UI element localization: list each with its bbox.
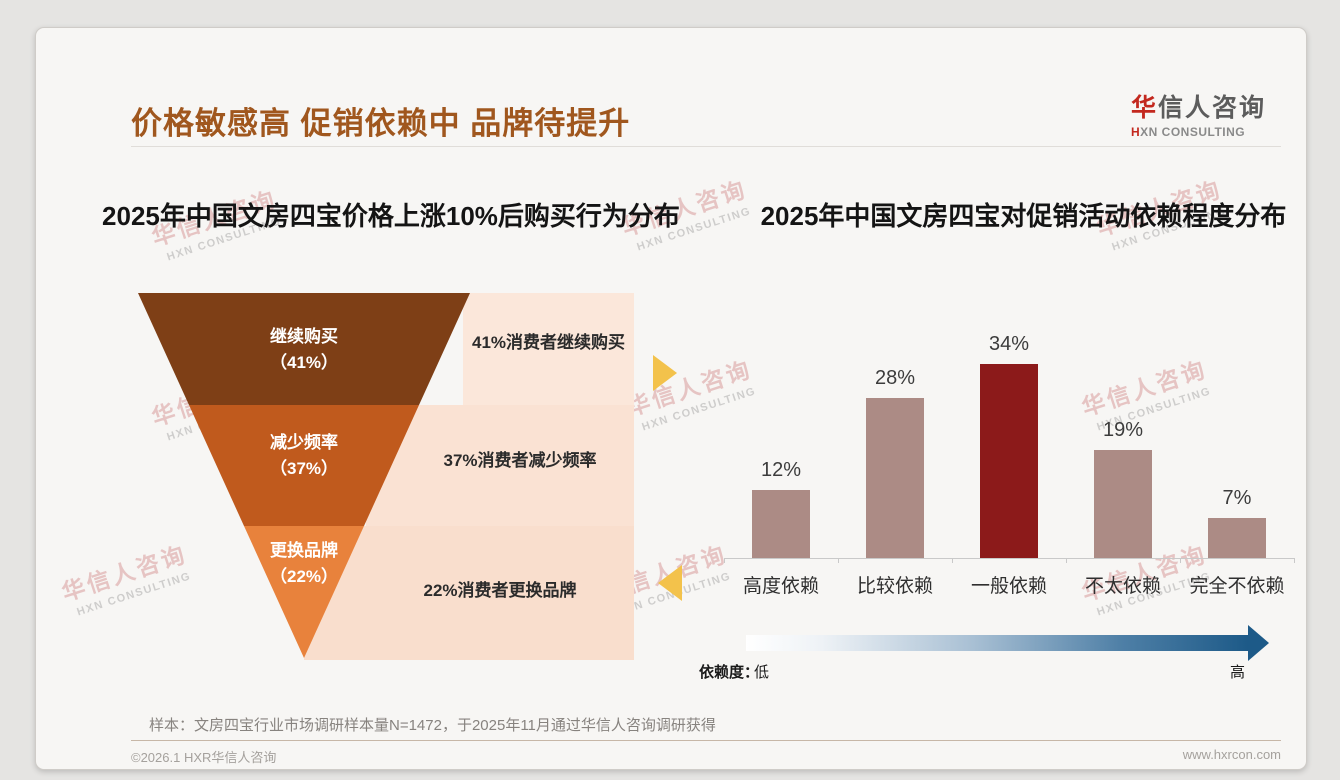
- funnel-annotation-1: 41%消费者继续购买: [471, 333, 626, 352]
- connector-triangle-left-icon: [658, 565, 682, 601]
- logo-en-rest: XN CONSULTING: [1140, 125, 1246, 139]
- bar-category-label: 一般依赖: [970, 576, 1047, 597]
- axis-tick: [724, 558, 725, 563]
- sample-note: 样本：文房四宝行业市场调研样本量N=1472，于2025年11月通过华信人咨询调…: [149, 717, 716, 734]
- bar-slot: 28%: [838, 318, 952, 558]
- copyright-text: ©2026.1 HXR华信人咨询: [131, 750, 277, 765]
- axis-tick: [838, 558, 839, 563]
- bar-value-label: 12%: [760, 459, 802, 481]
- funnel-stage-3-pct: （22%）: [269, 567, 339, 587]
- bar: [866, 398, 924, 558]
- connector-triangle-right-icon: [653, 355, 677, 391]
- funnel-annotation-panel-1: [463, 293, 634, 405]
- header-divider: [131, 146, 1281, 147]
- bar-category-label: 高度依赖: [742, 576, 819, 597]
- bar: [1208, 518, 1266, 558]
- funnel-stage-1-name: 继续购买: [270, 327, 338, 346]
- axis-tick: [1294, 558, 1295, 563]
- bar-slot: 12%: [724, 318, 838, 558]
- bar: [1094, 450, 1152, 558]
- company-logo: 华信人咨询 HXN CONSULTING: [1131, 88, 1281, 139]
- logo-cn-text: 华信人咨询: [1131, 88, 1281, 124]
- bar-category-label: 完全不依赖: [1189, 576, 1285, 597]
- dependence-scale-label: 依赖度：: [699, 664, 760, 681]
- x-axis-line: [724, 558, 1295, 559]
- axis-tick: [1066, 558, 1067, 563]
- bar-slot: 19%: [1066, 318, 1180, 558]
- logo-cn-rest: 信人咨询: [1158, 94, 1267, 122]
- bar: [752, 490, 810, 558]
- funnel-segment-1: [138, 293, 470, 405]
- gradient-arrow-shaft: [746, 635, 1248, 651]
- axis-tick: [952, 558, 953, 563]
- bar-category-label: 比较依赖: [856, 576, 933, 597]
- funnel-stage-1-pct: （41%）: [269, 353, 339, 373]
- logo-en-text: HXN CONSULTING: [1131, 125, 1281, 139]
- bar-value-label: 19%: [1102, 419, 1144, 441]
- website-text: www.hxrcon.com: [1182, 747, 1281, 762]
- funnel-annotation-panel-3: [304, 526, 634, 660]
- gradient-arrow-head-icon: [1248, 625, 1269, 661]
- funnel-chart-title: 2025年中国文房四宝价格上涨10%后购买行为分布: [102, 201, 680, 231]
- funnel-stage-3-name: 更换品牌: [270, 541, 338, 560]
- bar-slot: 7%: [1180, 318, 1294, 558]
- funnel-stage-2-name: 减少频率: [270, 433, 338, 452]
- bar-chart-title: 2025年中国文房四宝对促销活动依赖程度分布: [760, 201, 1287, 231]
- dependence-low-label: 低: [754, 664, 770, 681]
- funnel-stage-2-pct: （37%）: [269, 459, 339, 479]
- funnel-annotation-3: 22%消费者更换品牌: [423, 581, 577, 600]
- bar-slot: 34%: [952, 318, 1066, 558]
- bar-value-label: 34%: [988, 333, 1030, 355]
- funnel-annotation-2: 37%消费者减少频率: [443, 451, 597, 470]
- bar-category-label: 不太依赖: [1084, 576, 1161, 597]
- slide-card: 华信人咨询 HXN CONSULTING 华信人咨询 HXN CONSULTING 华信…: [35, 27, 1307, 770]
- funnel-segment-1-label: 继续购买 （41%）: [138, 324, 470, 377]
- axis-tick: [1180, 558, 1181, 563]
- funnel-segment-2-label: 减少频率 （37%）: [138, 430, 470, 483]
- footer-divider: [131, 740, 1281, 741]
- bar: [980, 364, 1038, 558]
- bar-value-label: 7%: [1222, 487, 1252, 509]
- dependence-high-label: 高: [1230, 664, 1246, 681]
- bar-value-label: 28%: [874, 367, 916, 389]
- funnel-segment-3-label: 更换品牌 （22%）: [138, 538, 470, 591]
- page-title: 价格敏感高 促销依赖中 品牌待提升: [131, 106, 631, 141]
- slide-content: 价格敏感高 促销依赖中 品牌待提升 华信人咨询 HXN CONSULTING 2…: [36, 28, 1306, 769]
- logo-en-accent: H: [1131, 125, 1141, 139]
- logo-cn-accent: 华: [1131, 94, 1159, 122]
- funnel-annotation-panel-2: [366, 405, 634, 526]
